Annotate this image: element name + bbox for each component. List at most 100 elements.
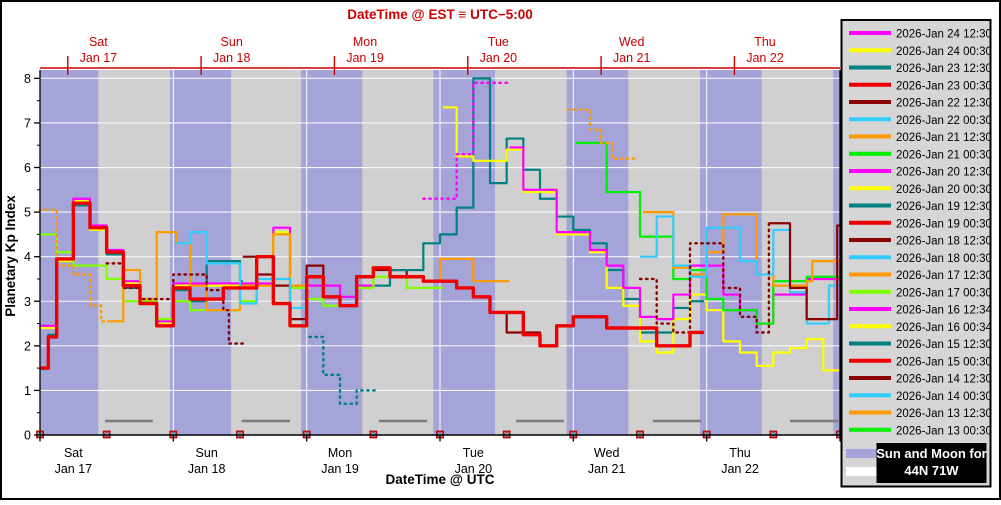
est-date-label: Jan 17 <box>80 51 118 65</box>
legend-entry: 2026-Jan 19 12:30 <box>849 201 992 213</box>
utc-date-label: Jan 18 <box>188 462 226 476</box>
kp-series-2026-Jan-17-12-30 <box>38 208 111 323</box>
est-day-label: Wed <box>619 35 645 49</box>
kp-series-2026-Jan-19-12-30 <box>308 335 378 405</box>
x-axis-title: DateTime @ UTC <box>386 472 495 487</box>
y-tick-label: 4 <box>24 250 31 264</box>
est-day-label: Sat <box>89 35 108 49</box>
legend-entry: 2026-Jan 21 00:30 <box>849 149 992 161</box>
est-day-label: Tue <box>488 35 509 49</box>
y-tick-label: 3 <box>24 295 31 309</box>
legend-entry: 2026-Jan 24 00:30 <box>849 46 992 58</box>
est-date-label: Jan 19 <box>346 51 384 65</box>
kp-series-2026-Jan-20-12-30 <box>422 81 511 200</box>
legend-entry: 2026-Jan 15 00:30 <box>849 356 992 368</box>
legend-label: 2026-Jan 17 12:30 <box>896 270 992 282</box>
legend-entry: 2026-Jan 20 12:30 <box>849 167 992 179</box>
chart-title: DateTime @ EST ≡ UTC−5:00 <box>347 7 532 22</box>
gridlines <box>40 70 840 435</box>
sun-moon-info-line2: 44N 71W <box>904 463 959 478</box>
legend-label: 2026-Jan 24 00:30 <box>896 46 992 58</box>
legend-label: 2026-Jan 23 12:30 <box>896 63 992 75</box>
legend-entry: 2026-Jan 16 12:34 <box>849 305 993 317</box>
legend-label: 2026-Jan 19 12:30 <box>896 201 992 213</box>
utc-date-label: Jan 20 <box>455 462 493 476</box>
legend-entry: 2026-Jan 24 12:30 <box>849 29 992 41</box>
y-tick-label: 6 <box>24 161 31 175</box>
kp-series-2026-Jan-22-12-30 <box>768 222 840 321</box>
legend-entry: 2026-Jan 18 00:30 <box>849 253 992 265</box>
legend-entry: 2026-Jan 17 00:30 <box>849 287 992 299</box>
legend-entry: 2026-Jan 20 00:30 <box>849 184 992 196</box>
kp-series-lines <box>38 77 842 405</box>
utc-date-label: Jan 17 <box>55 462 93 476</box>
y-tick-label: 0 <box>24 429 31 443</box>
utc-date-label: Jan 21 <box>588 462 626 476</box>
legend-night-swatch <box>846 449 890 458</box>
kp-series-2026-Jan-21-00-30 <box>576 141 840 325</box>
y-tick-label: 5 <box>24 206 31 220</box>
utc-day-label: Sun <box>196 446 218 460</box>
utc-day-label: Wed <box>594 446 620 460</box>
legend-entry: 2026-Jan 23 00:30 <box>849 80 992 92</box>
legend-day-swatch <box>846 467 890 476</box>
est-day-label: Thu <box>754 35 776 49</box>
utc-date-label: Jan 19 <box>321 462 359 476</box>
legend-label: 2026-Jan 23 00:30 <box>896 80 992 92</box>
legend-box <box>840 19 992 488</box>
night-band <box>301 70 363 435</box>
kp-series-2026-Jan-22-12-30 <box>638 222 771 334</box>
y-tick-label: 8 <box>24 72 31 86</box>
legend-label: 2026-Jan 19 00:30 <box>896 218 992 230</box>
utc-day-label: Mon <box>328 446 352 460</box>
est-date-label: Jan 21 <box>613 51 651 65</box>
utc-day-label: Tue <box>463 446 484 460</box>
legend-label: 2026-Jan 18 00:30 <box>896 253 992 265</box>
utc-day-label: Sat <box>64 446 83 460</box>
legend-label: 2026-Jan 20 00:30 <box>896 184 992 196</box>
night-band <box>170 70 232 435</box>
legend-label: 2026-Jan 22 00:30 <box>896 115 992 127</box>
legend-label: 2026-Jan 17 00:30 <box>896 287 992 299</box>
legend-entry: 2026-Jan 18 12:30 <box>849 236 992 248</box>
legend-label: 2026-Jan 21 00:30 <box>896 149 992 161</box>
est-date-label: Jan 22 <box>746 51 784 65</box>
legend-label: 2026-Jan 13 00:30 <box>896 425 992 437</box>
legend-entry: 2026-Jan 22 00:30 <box>849 115 992 127</box>
kp-series-2026-Jan-21-12-30 <box>566 108 636 160</box>
legend-entry: 2026-Jan 14 12:30 <box>849 374 992 386</box>
night-band <box>433 70 495 435</box>
legend-label: 2026-Jan 15 12:30 <box>896 339 992 351</box>
legend-entry: 2026-Jan 13 00:30 <box>849 425 992 437</box>
legend-label: 2026-Jan 16 00:34 <box>896 322 993 334</box>
legend-label: 2026-Jan 15 00:30 <box>896 356 992 368</box>
legend-label: 2026-Jan 18 12:30 <box>896 236 992 248</box>
sun-moon-info-box <box>876 443 987 483</box>
legend-entry: 2026-Jan 19 00:30 <box>849 218 992 230</box>
legend-entry: 2026-Jan 14 00:30 <box>849 391 992 403</box>
est-date-label: Jan 20 <box>480 51 518 65</box>
legend-entry: 2026-Jan 16 00:34 <box>849 322 993 334</box>
kp-series-2026-Jan-18-12-30 <box>105 262 244 345</box>
legend-entry: 2026-Jan 13 12:30 <box>849 408 992 420</box>
legend-label: 2026-Jan 22 12:30 <box>896 98 992 110</box>
legend-entry: 2026-Jan 23 12:30 <box>849 63 992 75</box>
legend-label: 2026-Jan 14 00:30 <box>896 391 992 403</box>
legend: 2026-Jan 24 12:30 2026-Jan 24 00:30 2026-J… <box>840 19 993 488</box>
legend-entry: 2026-Jan 21 12:30 <box>849 132 992 144</box>
est-day-label: Mon <box>353 35 377 49</box>
legend-label: 2026-Jan 21 12:30 <box>896 132 992 144</box>
y-tick-label: 2 <box>24 339 31 353</box>
legend-entry: 2026-Jan 22 12:30 <box>849 98 992 110</box>
axes: 0 1 2 3 4 5 6 7 8 Sat Jan 17 Sun Jan 18 Mon Jan 19 Tue J… <box>24 35 841 476</box>
sun-moon-info-line1: Sun and Moon for <box>876 446 986 461</box>
legend-entry: 2026-Jan 17 12:30 <box>849 270 992 282</box>
legend-entry: 2026-Jan 15 12:30 <box>849 339 992 351</box>
est-day-label: Sun <box>221 35 243 49</box>
kp-series-2026-Jan-23-00-30 <box>40 201 704 370</box>
legend-label: 2026-Jan 13 12:30 <box>896 408 992 420</box>
utc-day-label: Thu <box>729 446 751 460</box>
